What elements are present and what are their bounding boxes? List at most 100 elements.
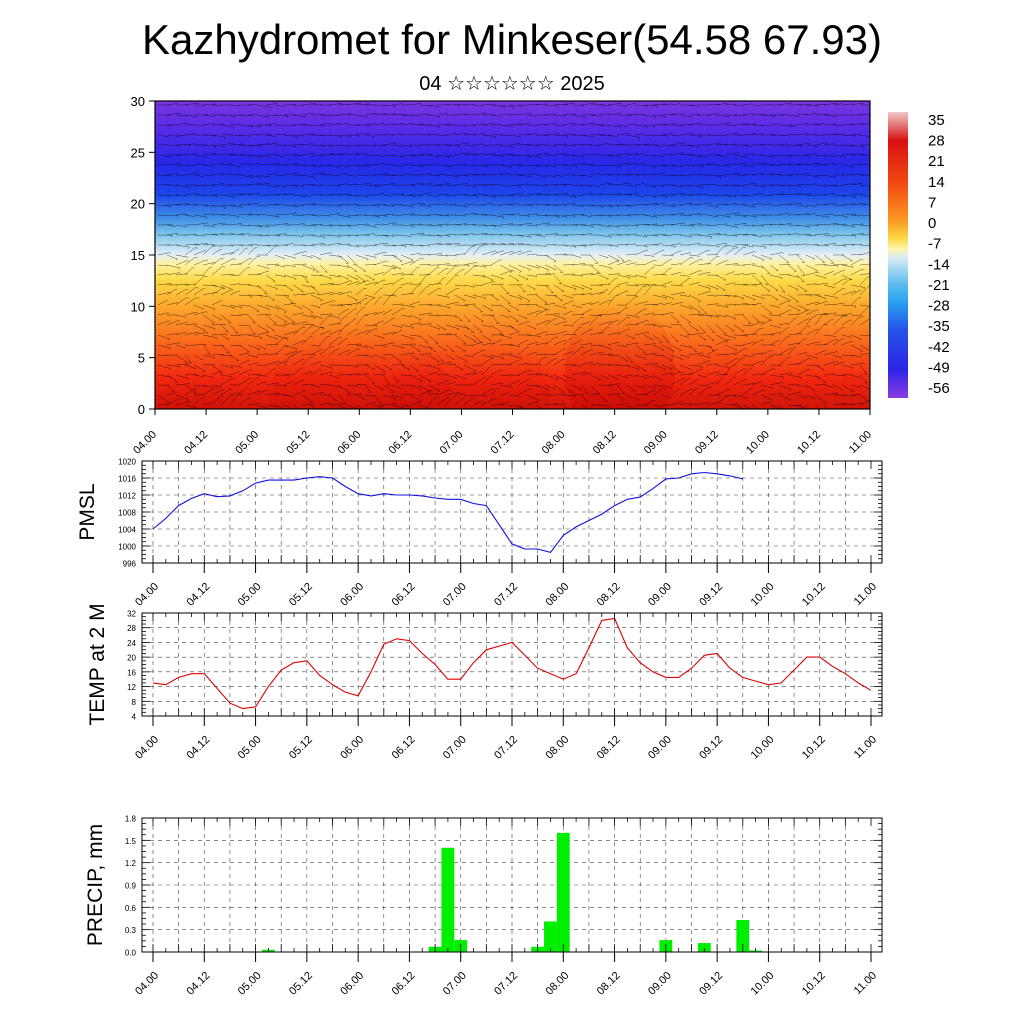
chart-title: Kazhydromet for Minkeser(54.58 67.93) [141, 16, 883, 63]
y-tick-label: 0.6 [125, 904, 137, 913]
cs-x-tick-label: 10.00 [744, 429, 772, 457]
x-tick-label: 08.00 [543, 581, 571, 609]
x-tick-label: 04.12 [184, 970, 212, 998]
x-tick-label: 04.00 [133, 581, 161, 609]
cs-x-tick-label: 04.00 [131, 429, 159, 457]
x-tick-label: 11.00 [852, 581, 879, 608]
cs-y-tick-label: 20 [131, 197, 145, 212]
y-tick-label: 1016 [118, 475, 136, 484]
x-tick-label: 04.12 [184, 734, 212, 762]
colorbar-label: -7 [928, 236, 941, 253]
cs-y-tick-label: 0 [138, 402, 145, 417]
x-tick-label: 04.00 [133, 734, 161, 762]
cs-y-tick-label: 10 [131, 299, 145, 314]
cs-x-tick-label: 09.12 [693, 429, 721, 457]
cs-x-tick-label: 06.12 [387, 429, 415, 457]
x-tick-label: 09.00 [646, 970, 674, 998]
x-tick-label: 05.00 [236, 970, 264, 998]
x-tick-label: 11.00 [852, 734, 879, 761]
y-axis-title: PRECIP, mm [84, 824, 107, 946]
pmsl-line [152, 471, 743, 554]
y-tick-label: 28 [127, 624, 136, 633]
wind-barb-field [157, 102, 870, 409]
cs-y-tick-label: 15 [131, 248, 145, 263]
y-tick-label: 1000 [118, 543, 136, 552]
x-tick-label: 06.12 [390, 970, 418, 998]
colorbar-label: 14 [928, 174, 945, 191]
wind-barbs [157, 102, 870, 409]
x-tick-label: 09.12 [697, 581, 725, 609]
cs-x-tick-label: 08.12 [591, 429, 619, 457]
x-tick-label: 10.12 [800, 581, 828, 609]
y-tick-label: 996 [123, 560, 137, 569]
cross-section-x-axis: 04.00 04.12 05.00 05.12 06.00 06.12 07.00 07.12… [131, 409, 874, 457]
colorbar-label: -56 [928, 380, 950, 397]
x-tick-label: 08.12 [595, 581, 623, 609]
cs-y-tick-label: 5 [138, 351, 145, 366]
x-tick-label: 07.12 [492, 581, 520, 609]
cs-x-tick-label: 06.00 [335, 429, 363, 457]
colorbar-label: -28 [928, 298, 950, 315]
y-axis-title: TEMP at 2 M [86, 603, 109, 725]
x-tick-label: 05.00 [236, 581, 264, 609]
cs-x-tick-label: 11.00 [847, 429, 874, 456]
cross-section-y-axis: 0 5 10 15 20 25 30 [131, 94, 155, 417]
cs-x-tick-label: 05.00 [233, 429, 261, 457]
x-tick-label: 04.12 [184, 581, 212, 609]
colorbar-labels: 35 28 21 14 7 0 -7 -14 -21 -28 -35 -42 -49 -56 [928, 112, 950, 397]
colorbar-label: -14 [928, 256, 950, 273]
precip-bar [544, 921, 557, 952]
y-tick-label: 0.0 [125, 949, 137, 958]
colorbar-label: -21 [928, 277, 950, 294]
x-tick-label: 10.00 [749, 970, 777, 998]
colorbar-label: 7 [928, 194, 936, 211]
y-tick-label: 12 [127, 683, 136, 692]
x-tick-label: 06.00 [338, 581, 366, 609]
temp-line [152, 617, 872, 710]
cross-section-panel: 0 5 10 15 20 25 30 04.00 04.12 05.00 05.12 06.00 06… [131, 94, 875, 457]
colorbar-label: -42 [928, 339, 950, 356]
x-tick-label: 09.00 [646, 734, 674, 762]
x-tick-label: 10.00 [749, 734, 777, 762]
y-axis-title: PMSL [76, 483, 99, 540]
colorbar: 35 28 21 14 7 0 -7 -14 -21 -28 -35 -42 -49 -56 [888, 112, 950, 398]
colorbar-label: 21 [928, 153, 945, 170]
x-tick-label: 10.00 [749, 581, 777, 609]
colorbar-label: 35 [928, 112, 945, 129]
colorbar-ramp [888, 112, 908, 398]
x-tick-label: 09.12 [697, 970, 725, 998]
cs-x-tick-label: 09.00 [642, 429, 670, 457]
colorbar-label: -35 [928, 318, 950, 335]
cs-x-tick-label: 08.00 [540, 429, 568, 457]
x-tick-label: 07.00 [441, 581, 469, 609]
y-tick-label: 20 [127, 654, 136, 663]
x-tick-label: 06.00 [338, 970, 366, 998]
cs-x-tick-label: 05.12 [284, 429, 312, 457]
x-tick-label: 06.00 [338, 734, 366, 762]
precip-bar [697, 943, 711, 952]
x-tick-label: 06.12 [390, 734, 418, 762]
x-tick-label: 09.12 [697, 734, 725, 762]
y-tick-label: 0.3 [125, 926, 137, 935]
pmsl-panel: 996 1000 1004 1008 1012 1016 1020 04.00 04.12 05.… [76, 458, 883, 609]
y-tick-label: 1.8 [125, 815, 137, 824]
cs-x-tick-label: 04.12 [182, 429, 210, 457]
y-tick-label: 1.2 [125, 859, 137, 868]
y-tick-label: 1.5 [125, 837, 137, 846]
x-tick-label: 10.12 [800, 734, 828, 762]
x-tick-label: 11.00 [852, 970, 879, 997]
x-tick-label: 05.12 [287, 970, 315, 998]
x-tick-label: 05.12 [287, 581, 315, 609]
x-tick-label: 05.12 [287, 734, 315, 762]
cs-x-tick-label: 07.12 [489, 429, 517, 457]
x-tick-label: 04.00 [133, 970, 161, 998]
cross-section-warm-cores [155, 300, 675, 409]
precip-bar [556, 832, 570, 952]
x-tick-label: 09.00 [646, 581, 674, 609]
x-tick-label: 07.00 [441, 970, 469, 998]
colorbar-label: 0 [928, 215, 936, 232]
x-tick-label: 10.12 [800, 970, 828, 998]
cs-x-tick-label: 10.12 [795, 429, 823, 457]
x-tick-label: 05.00 [236, 734, 264, 762]
